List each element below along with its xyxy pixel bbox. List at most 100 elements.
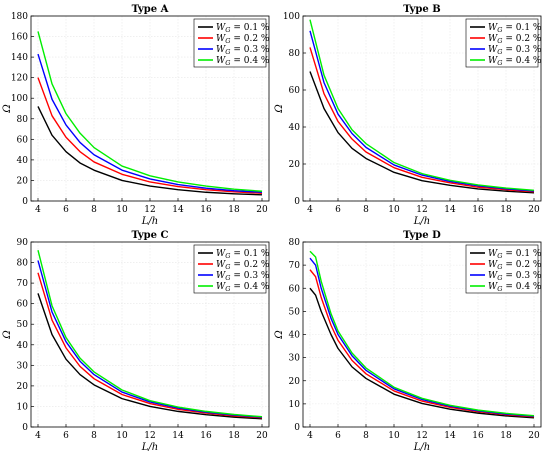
y-tick-label: 40 xyxy=(289,123,301,133)
legend-label: WG = 0.1 % xyxy=(216,249,270,260)
series-line-3 xyxy=(309,30,535,192)
legend-label: WG = 0.1 % xyxy=(488,23,542,34)
y-tick-label: 30 xyxy=(17,361,29,371)
y-tick-label: 0 xyxy=(22,423,28,433)
x-tick-label: 18 xyxy=(500,431,512,441)
y-axis-label: Ω xyxy=(2,330,13,339)
y-tick-label: 90 xyxy=(17,238,29,248)
chart-panel-4: 4 6 8 10 12 14 16 18 20 0 10 20 30 40 50 60 70 80 Type D L/… xyxy=(274,230,542,453)
legend-label: WG = 0.4 % xyxy=(488,56,542,67)
y-tick-label: 0 xyxy=(294,197,300,207)
x-tick-label: 14 xyxy=(172,205,184,215)
x-tick-label: 8 xyxy=(91,205,97,215)
y-tick-label: 160 xyxy=(11,33,28,43)
y-tick-label: 60 xyxy=(289,284,301,294)
x-tick-label: 12 xyxy=(416,205,427,215)
y-tick-label: 140 xyxy=(11,53,28,63)
series-line-2 xyxy=(309,47,535,193)
series-line-2 xyxy=(309,269,535,418)
x-tick-label: 10 xyxy=(388,431,400,441)
x-axis-label: L/h xyxy=(141,442,158,453)
y-tick-label: 80 xyxy=(17,259,29,269)
legend-label: WG = 0.3 % xyxy=(216,45,270,56)
x-tick-label: 10 xyxy=(116,205,128,215)
y-tick-label: 60 xyxy=(17,135,29,145)
legend-label: WG = 0.2 % xyxy=(216,34,270,45)
x-tick-label: 10 xyxy=(388,205,400,215)
y-tick-label: 100 xyxy=(283,12,300,22)
x-tick-label: 12 xyxy=(416,431,427,441)
x-tick-label: 4 xyxy=(307,431,313,441)
series-line-1 xyxy=(309,287,535,419)
x-tick-label: 20 xyxy=(528,431,540,441)
series-line-4 xyxy=(309,19,535,191)
x-axis-label: L/h xyxy=(413,442,430,453)
chart-title: Type C xyxy=(132,230,169,241)
legend-label: WG = 0.4 % xyxy=(216,56,270,67)
legend: WG = 0.1 %WG = 0.2 %WG = 0.3 %WG = 0.4 % xyxy=(465,244,542,294)
y-tick-label: 20 xyxy=(289,377,301,387)
x-tick-label: 6 xyxy=(335,431,341,441)
series-line-4 xyxy=(309,250,535,417)
y-tick-label: 40 xyxy=(17,341,29,351)
legend-label: WG = 0.3 % xyxy=(216,271,270,282)
chart-panel-1: 4 6 8 10 12 14 16 18 20 0 20 40 60 80 100 120 140 160 180 T… xyxy=(2,4,270,227)
y-tick-label: 70 xyxy=(289,261,301,271)
y-tick-label: 10 xyxy=(289,400,301,410)
y-axis-label: Ω xyxy=(274,330,285,339)
x-tick-label: 18 xyxy=(228,205,240,215)
series-line-1 xyxy=(37,293,263,420)
legend-label: WG = 0.2 % xyxy=(216,260,270,271)
x-tick-label: 20 xyxy=(256,205,268,215)
y-tick-label: 50 xyxy=(289,307,301,317)
x-tick-label: 4 xyxy=(35,431,41,441)
legend-label: WG = 0.3 % xyxy=(488,45,542,56)
x-tick-label: 16 xyxy=(472,431,484,441)
x-tick-label: 10 xyxy=(116,431,128,441)
y-tick-label: 60 xyxy=(17,300,29,310)
chart-title: Type B xyxy=(403,4,440,15)
y-tick-label: 0 xyxy=(294,423,300,433)
x-tick-label: 12 xyxy=(144,205,155,215)
x-tick-label: 6 xyxy=(335,205,341,215)
y-tick-label: 0 xyxy=(22,197,28,207)
legend-label: WG = 0.2 % xyxy=(488,34,542,45)
legend-label: WG = 0.1 % xyxy=(216,23,270,34)
y-tick-label: 180 xyxy=(11,12,28,22)
x-tick-label: 14 xyxy=(172,431,184,441)
y-tick-label: 10 xyxy=(17,402,29,412)
series-line-2 xyxy=(37,272,263,419)
y-tick-label: 20 xyxy=(17,176,29,186)
y-tick-label: 30 xyxy=(289,354,301,364)
series-line-2 xyxy=(37,77,263,194)
y-tick-label: 20 xyxy=(289,160,301,170)
x-tick-label: 20 xyxy=(528,205,540,215)
x-tick-label: 6 xyxy=(63,205,69,215)
x-tick-label: 16 xyxy=(200,431,212,441)
legend-label: WG = 0.1 % xyxy=(488,249,542,260)
x-tick-label: 16 xyxy=(200,205,212,215)
y-tick-label: 40 xyxy=(289,331,301,341)
y-tick-label: 120 xyxy=(11,74,28,84)
y-axis-label: Ω xyxy=(274,104,285,113)
y-tick-label: 80 xyxy=(289,238,301,248)
x-tick-label: 18 xyxy=(500,205,512,215)
series-line-3 xyxy=(37,53,263,193)
series-line-3 xyxy=(37,260,263,418)
x-axis-label: L/h xyxy=(141,216,158,227)
x-tick-label: 8 xyxy=(91,431,97,441)
chart-panel-3: 4 6 8 10 12 14 16 18 20 0 10 20 30 40 50 60 70 80 90 Type C… xyxy=(2,230,270,453)
chart-title: Type A xyxy=(132,4,169,15)
y-tick-label: 70 xyxy=(17,279,29,289)
x-axis-label: L/h xyxy=(413,216,430,227)
legend-label: WG = 0.4 % xyxy=(488,282,542,293)
y-tick-label: 60 xyxy=(289,86,301,96)
y-tick-label: 50 xyxy=(17,320,29,330)
legend-label: WG = 0.3 % xyxy=(488,271,542,282)
x-tick-label: 20 xyxy=(256,431,268,441)
x-tick-label: 4 xyxy=(307,205,313,215)
y-tick-label: 80 xyxy=(17,115,29,125)
series-line-1 xyxy=(37,106,263,196)
series-line-4 xyxy=(37,31,263,192)
